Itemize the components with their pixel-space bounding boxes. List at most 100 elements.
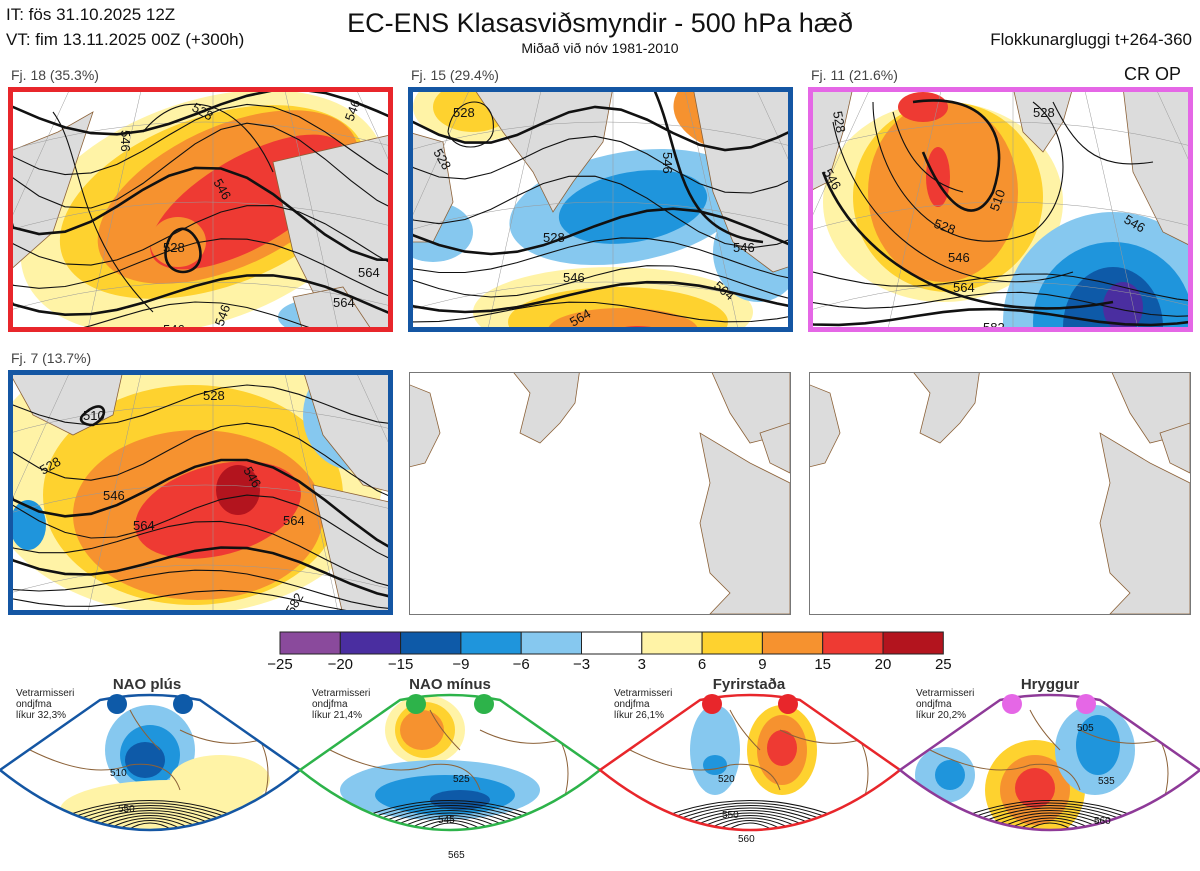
regime-maps: 510 550 525 545 565 520 550 560 505 535 560 [0,693,1200,861]
contour-label: 528 [830,110,849,134]
regime-frame [297,693,603,832]
land-area [1123,92,1188,245]
contour-label: 564 [953,280,975,295]
height-contours [413,92,788,323]
anomaly-area [898,92,948,122]
height-contour [13,458,388,548]
height-contour [892,111,964,193]
coastline [729,709,761,751]
contour-label: 535 [1098,776,1115,787]
land-area [699,432,790,614]
regime-title-blocking: Fyrirstaða [712,676,786,693]
contour-label: 528 [932,216,958,238]
height-contour [721,822,779,830]
colorbar-tick-label: −6 [512,656,530,673]
land-area [693,92,788,273]
contour-label: 582 [983,320,1005,327]
regime-marker-icon [702,694,722,714]
height-contour [832,121,1074,283]
land-area [1099,432,1190,614]
land-area [272,135,388,327]
height-contour [13,274,388,317]
contour-label: 546 [103,488,125,503]
regime-title-ridge: Hryggur [1020,676,1080,693]
regime-title-nao-minus: NAO mínus [409,676,491,693]
regime-frame [0,693,303,832]
height-contour [164,227,202,274]
contour-label: 546 [118,130,133,152]
height-contour [1021,822,1079,830]
anomaly-area [13,500,46,550]
contour-label: 528 [543,230,565,245]
coastline [929,749,1081,791]
height-contour [13,494,388,559]
land-area [1159,422,1190,474]
height-contour [813,271,1188,301]
colorbar-swatch [339,631,402,655]
contour-label: 546 [563,270,585,285]
colorbar-tick-label: −9 [452,656,470,673]
height-contour [379,815,521,830]
height-contour [13,103,388,176]
height-contour [693,817,807,830]
colorbar-swatch [460,631,522,655]
anomaly-area [703,755,727,775]
anomaly-area [767,730,797,766]
height-contour [813,291,1188,317]
colorbar-swatch [882,631,944,655]
colorbar-tick-label: 3 [637,656,646,673]
anomaly-area [430,790,490,810]
colorbar-swatch [400,631,462,655]
height-contour [13,166,388,262]
anomaly-area [1076,715,1120,775]
height-contour [142,103,274,173]
lat-lon-grid [13,375,388,610]
cluster-label-3: Fj. 11 (21.6%) [811,67,898,83]
valid-time: VT: fim 13.11.2025 00Z (+300h) [6,30,245,49]
colorbar-tick-label: −20 [327,656,354,673]
land-area [759,422,790,474]
regime-title-nao-plus: NAO plús [112,676,182,693]
height-contour [13,92,388,136]
classification-window: Flokkunargluggi t+264-360 [990,30,1192,49]
height-contour [1007,820,1093,830]
regime-note-blocking: Vetrarmisseri ondjfma líkur 26,1% [614,688,673,721]
height-contour [447,101,494,148]
contour-label: 510 [110,768,127,779]
regime-frame [897,693,1200,832]
height-contour [121,822,179,830]
lat-lon-grid [813,92,1188,327]
height-contour [93,817,207,830]
colorbar-tick-label: 6 [697,656,707,673]
height-contour [13,205,388,266]
land-area [13,111,94,269]
contour-label: 546 [660,152,675,174]
height-contour [13,422,388,497]
anomaly-area [125,742,165,778]
height-contour [413,265,788,299]
cluster-map-2: 528528546528546546564564582 [408,87,793,332]
cluster-label-2: Fj. 15 (29.4%) [411,67,499,83]
height-contour [707,820,793,830]
regime-map: 525 545 565 [297,693,603,861]
contour-label: 546 [342,98,364,124]
cluster-map-3: 528528510546528546546564582 [808,87,1193,332]
colorbar-swatch [701,631,763,655]
regime-marker-icon [778,694,798,714]
contour-label: 550 [722,810,739,821]
height-contours [13,384,388,610]
height-contour [13,546,388,598]
colorbar-swatch [761,631,824,655]
anomaly-area [1015,768,1055,808]
land-area [813,92,853,190]
lat-lon-grid [13,92,388,327]
land-area [810,384,841,468]
height-contour [79,815,221,830]
height-contour [13,589,347,610]
height-contour [413,207,788,256]
colorbar-tick-label: −15 [387,656,414,673]
height-contour [393,817,507,830]
height-contour [52,111,154,313]
colorbar-swatch [581,631,643,655]
contour-label: 564 [133,518,155,533]
